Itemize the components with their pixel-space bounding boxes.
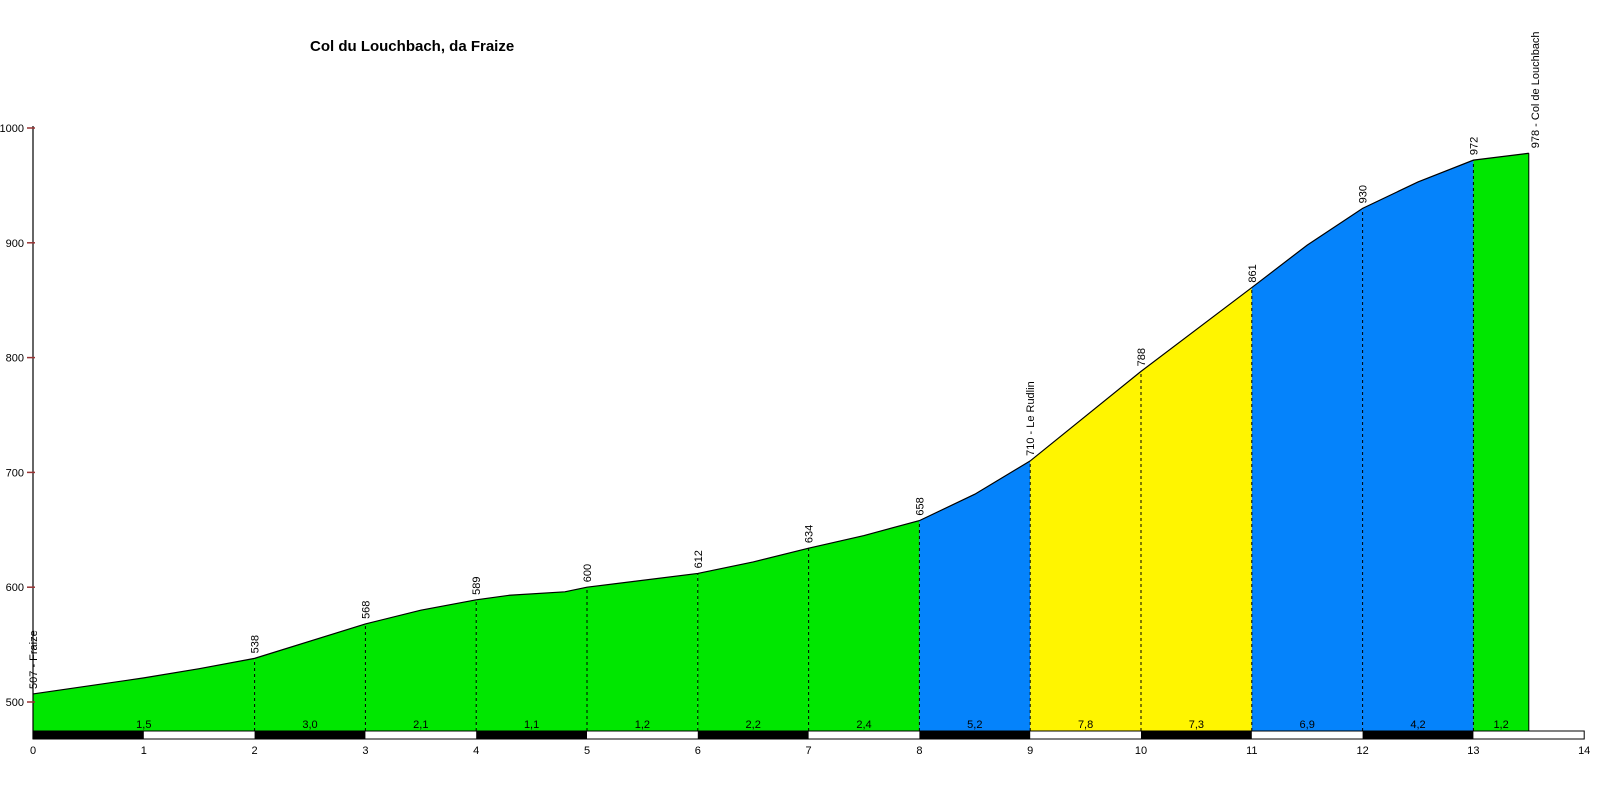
segment-fill — [1362, 160, 1474, 732]
gradient-label: 7,3 — [1189, 719, 1204, 731]
gradient-label: 2,2 — [746, 719, 761, 731]
segment-fill — [33, 658, 255, 731]
y-axis-tick-label: 900 — [6, 238, 24, 250]
segment-fill — [808, 520, 920, 731]
km-tick-label: 9 — [1027, 745, 1033, 757]
km-tick-label: 0 — [30, 745, 36, 757]
y-axis-tick-label: 600 — [6, 582, 24, 594]
elevation-label: 788 — [1136, 348, 1148, 366]
km-tick-label: 2 — [252, 745, 258, 757]
y-axis-tick-label: 700 — [6, 467, 24, 479]
elevation-label: 634 — [804, 525, 816, 543]
km-scale-bar-block — [697, 731, 809, 739]
segment-fill — [365, 599, 477, 731]
y-axis-tick-label: 500 — [6, 697, 24, 709]
elevation-label: 930 — [1358, 185, 1370, 203]
gradient-label: 1,5 — [136, 719, 151, 731]
gradient-label: 1,1 — [524, 719, 539, 731]
elevation-label: 568 — [360, 601, 372, 619]
km-tick-label: 3 — [362, 745, 368, 757]
gradient-label: 2,4 — [856, 719, 871, 731]
elevation-label: 600 — [582, 564, 594, 582]
gradient-label: 7,8 — [1078, 719, 1093, 731]
elevation-label: 507 - Fraize — [28, 630, 40, 689]
elevation-label: 861 — [1247, 264, 1259, 282]
km-scale-bar-block — [476, 731, 587, 739]
segment-fill — [697, 548, 809, 731]
km-tick-label: 6 — [695, 745, 701, 757]
km-scale-bar-block — [254, 731, 366, 739]
segment-fill — [1030, 371, 1141, 731]
gradient-label: 1,2 — [1493, 719, 1508, 731]
elevation-label: 658 — [914, 497, 926, 515]
km-tick-label: 10 — [1135, 745, 1147, 757]
km-tick-label: 8 — [916, 745, 922, 757]
segment-fill — [919, 460, 1031, 731]
gradient-label: 3,0 — [302, 719, 317, 731]
km-scale-bar-block — [919, 731, 1031, 739]
elevation-label: 589 — [471, 576, 483, 594]
km-tick-label: 12 — [1356, 745, 1368, 757]
segment-fill — [587, 573, 698, 731]
y-axis-tick-label: 1000 — [0, 123, 24, 135]
km-tick-label: 4 — [473, 745, 479, 757]
y-axis-tick-label: 800 — [6, 353, 24, 365]
km-tick-label: 11 — [1246, 745, 1257, 757]
km-scale-bar-block — [1141, 731, 1252, 739]
chart-title: Col du Louchbach, da Fraize — [310, 38, 515, 55]
profile-line — [32, 152, 1529, 695]
elevation-label: 710 - Le Rudlin — [1025, 381, 1037, 456]
km-tick-label: 14 — [1578, 745, 1590, 757]
segment-fill — [254, 623, 366, 731]
elevation-label: 538 — [250, 635, 262, 653]
km-scale-bar-block — [33, 731, 144, 739]
km-tick-label: 7 — [806, 745, 812, 757]
gradient-label: 1,2 — [635, 719, 650, 731]
gradient-label: 5,2 — [967, 719, 982, 731]
segment-fill — [1141, 287, 1252, 731]
gradient-label: 4,2 — [1410, 719, 1425, 731]
km-tick-label: 1 — [141, 745, 147, 757]
elevation-label: 612 — [693, 550, 705, 568]
elevation-label: 972 — [1468, 137, 1480, 155]
segment-fill — [1473, 153, 1529, 732]
gradient-label: 2,1 — [413, 719, 428, 731]
km-tick-label: 5 — [584, 745, 590, 757]
segment-fill — [476, 587, 587, 731]
gradient-label: 6,9 — [1300, 719, 1315, 731]
km-tick-label: 13 — [1467, 745, 1479, 757]
elevation-label: 978 - Col de Louchbach — [1530, 31, 1542, 148]
segment-fill — [1251, 208, 1363, 732]
km-scale-bar-block — [1362, 731, 1474, 739]
